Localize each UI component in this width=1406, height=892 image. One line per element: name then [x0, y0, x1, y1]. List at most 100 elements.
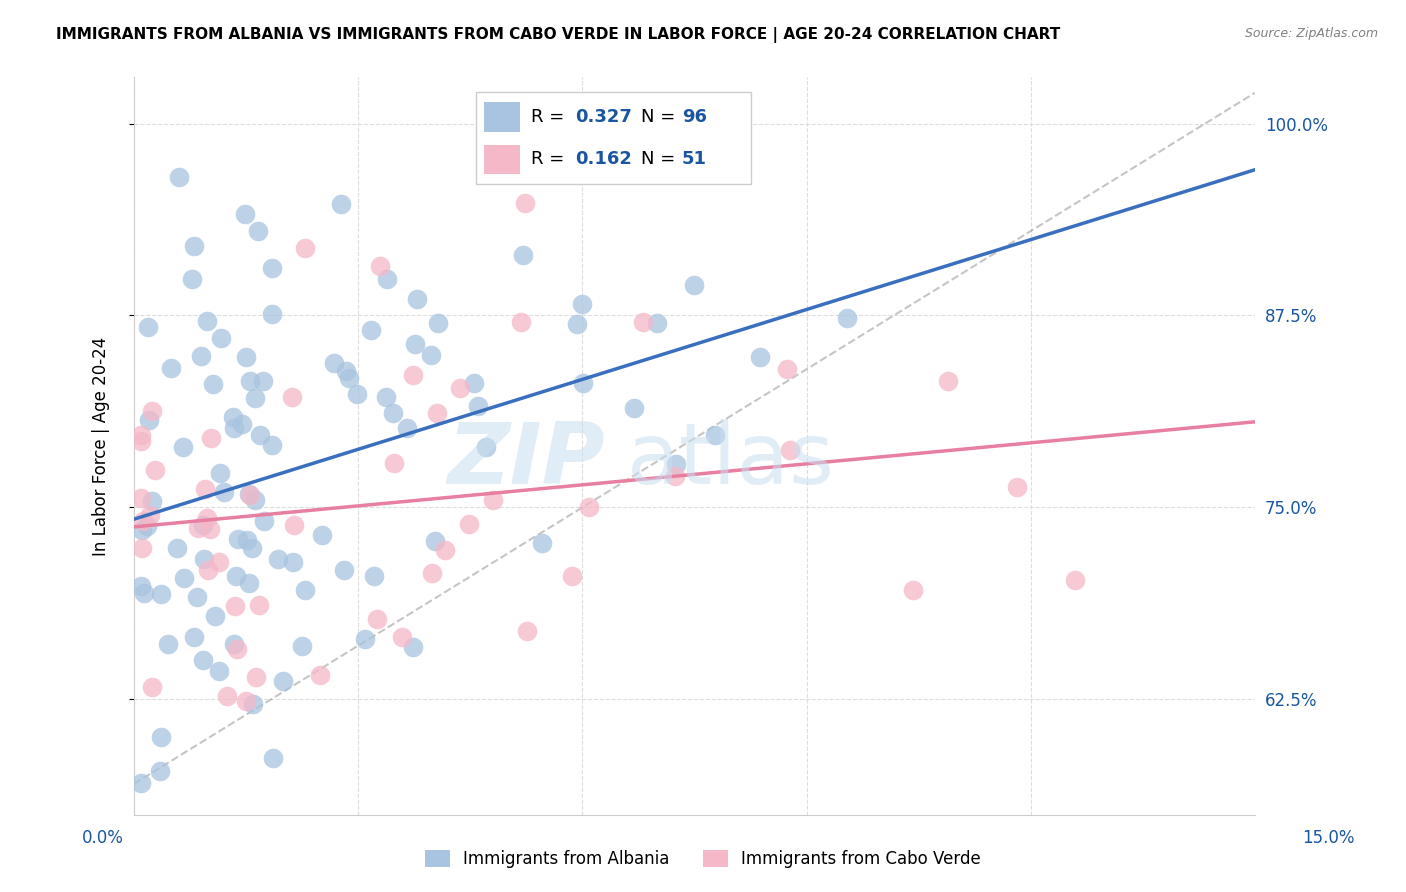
- Point: [281, 391, 304, 405]
- Point: [749, 351, 772, 365]
- Text: Source: ZipAtlas.com: Source: ZipAtlas.com: [1244, 27, 1378, 40]
- Point: [238, 486, 260, 500]
- Point: [572, 376, 595, 390]
- Point: [346, 386, 368, 401]
- Point: [195, 511, 218, 525]
- Point: [233, 207, 256, 221]
- Point: [208, 664, 231, 678]
- Point: [530, 536, 553, 550]
- Point: [283, 517, 305, 532]
- Point: [138, 508, 160, 522]
- Point: [131, 491, 153, 506]
- Point: [333, 563, 356, 577]
- Point: [215, 690, 238, 704]
- Point: [252, 374, 274, 388]
- Point: [172, 440, 194, 454]
- Point: [167, 170, 190, 185]
- Point: [391, 630, 413, 644]
- Point: [337, 371, 360, 385]
- Point: [683, 277, 706, 292]
- Point: [149, 764, 172, 779]
- Point: [136, 319, 159, 334]
- Point: [183, 239, 205, 253]
- Point: [482, 493, 505, 508]
- Point: [323, 355, 346, 369]
- Point: [294, 241, 316, 255]
- Point: [311, 527, 333, 541]
- Point: [141, 680, 163, 694]
- Point: [631, 316, 654, 330]
- Point: [375, 390, 398, 404]
- Point: [149, 586, 172, 600]
- Point: [239, 488, 262, 502]
- Text: 0.0%: 0.0%: [82, 829, 124, 847]
- Point: [247, 224, 270, 238]
- Point: [190, 349, 212, 363]
- Point: [423, 534, 446, 549]
- Point: [368, 259, 391, 273]
- Point: [243, 492, 266, 507]
- Point: [194, 482, 217, 496]
- Point: [571, 297, 593, 311]
- Point: [235, 693, 257, 707]
- Text: atlas: atlas: [627, 419, 835, 502]
- Point: [516, 624, 538, 639]
- Point: [131, 579, 153, 593]
- Point: [225, 569, 247, 583]
- Y-axis label: In Labor Force | Age 20-24: In Labor Force | Age 20-24: [93, 336, 110, 556]
- Point: [260, 307, 283, 321]
- Point: [271, 674, 294, 689]
- Point: [242, 697, 264, 711]
- Point: [222, 420, 245, 434]
- Point: [132, 514, 155, 528]
- Point: [335, 364, 357, 378]
- Point: [565, 318, 588, 332]
- Point: [222, 637, 245, 651]
- Point: [131, 776, 153, 790]
- Point: [183, 630, 205, 644]
- Point: [209, 331, 232, 345]
- Point: [262, 437, 284, 451]
- Point: [141, 404, 163, 418]
- Point: [245, 669, 267, 683]
- Point: [510, 315, 533, 329]
- Point: [239, 374, 262, 388]
- Point: [375, 272, 398, 286]
- Point: [426, 406, 449, 420]
- Point: [247, 598, 270, 612]
- Point: [235, 350, 257, 364]
- Point: [457, 516, 479, 531]
- Point: [512, 248, 534, 262]
- Point: [208, 555, 231, 569]
- Point: [160, 360, 183, 375]
- Point: [704, 428, 727, 442]
- Point: [131, 523, 153, 537]
- Point: [166, 541, 188, 555]
- Point: [665, 457, 688, 471]
- Point: [645, 316, 668, 330]
- Point: [209, 466, 232, 480]
- Point: [191, 653, 214, 667]
- Point: [204, 609, 226, 624]
- Point: [561, 568, 583, 582]
- Point: [404, 337, 426, 351]
- Point: [433, 543, 456, 558]
- Point: [427, 316, 450, 330]
- Point: [131, 428, 153, 442]
- Point: [131, 434, 153, 448]
- Point: [420, 566, 443, 581]
- Point: [513, 196, 536, 211]
- Point: [396, 421, 419, 435]
- Point: [262, 751, 284, 765]
- Point: [291, 639, 314, 653]
- Point: [156, 636, 179, 650]
- Text: 15.0%: 15.0%: [1302, 829, 1355, 847]
- Point: [835, 311, 858, 326]
- Point: [224, 599, 246, 613]
- Point: [467, 400, 489, 414]
- Point: [463, 376, 485, 391]
- Point: [235, 533, 257, 547]
- Point: [360, 323, 382, 337]
- Point: [420, 347, 443, 361]
- Point: [141, 494, 163, 508]
